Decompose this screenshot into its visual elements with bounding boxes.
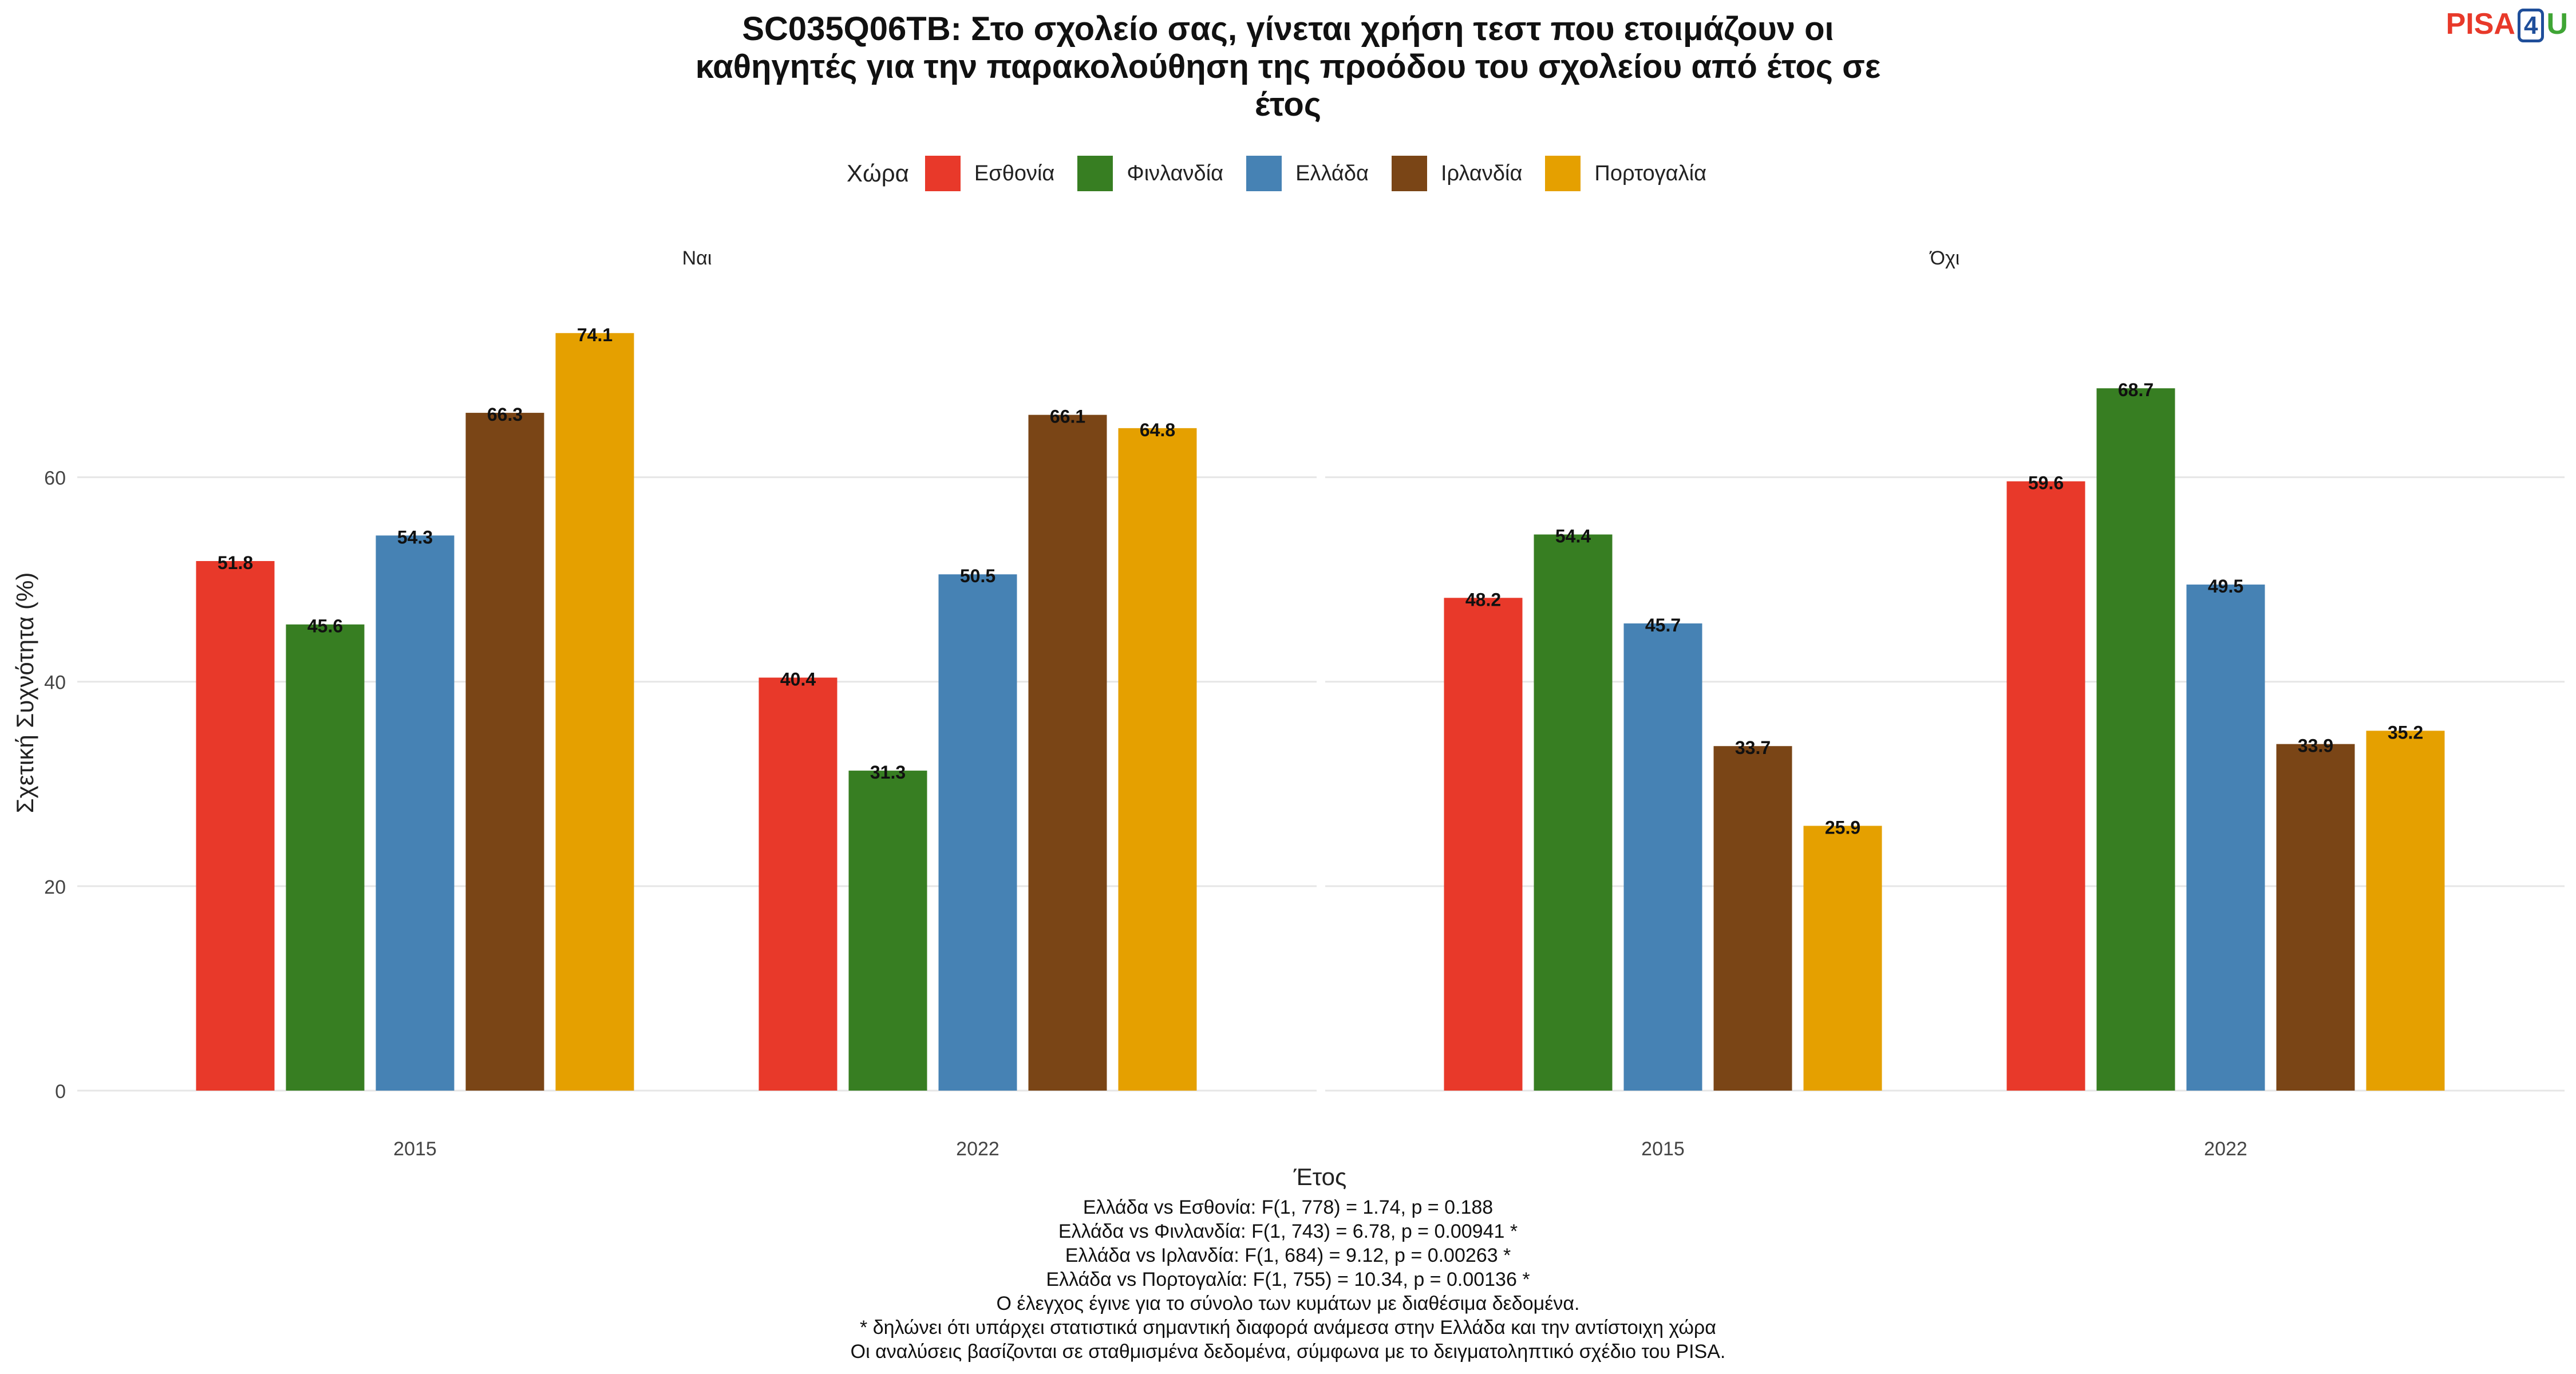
bar [1623, 623, 1702, 1091]
bar [196, 561, 275, 1091]
bar [1028, 414, 1107, 1091]
logo-text-4: 4 [2517, 9, 2545, 42]
bar [1118, 428, 1197, 1091]
bar [2276, 744, 2355, 1091]
caption-line: Οι αναλύσεις βασίζονται σε σταθμισμένα δ… [850, 1341, 1726, 1363]
legend-swatch-portugal [1545, 156, 1581, 191]
legend: Χώρα Εσθονία Φινλανδία Ελλάδα Ιρλανδία Π… [0, 156, 2576, 191]
data-label: 49.5 [2208, 576, 2243, 597]
x-axis-label: Έτος [1293, 1163, 1347, 1190]
legend-item-ireland: Ιρλανδία [1392, 156, 1522, 191]
legend-swatch-greece [1246, 156, 1282, 191]
y-tick-label: 0 [55, 1081, 66, 1103]
bar [2186, 585, 2265, 1091]
bar [2366, 731, 2445, 1091]
data-label: 59.6 [2028, 473, 2064, 493]
pisa4u-logo: PISA 4 U [2446, 7, 2568, 43]
data-label: 74.1 [577, 325, 613, 345]
data-label: 66.3 [487, 404, 523, 425]
y-tick-label: 20 [44, 876, 66, 898]
x-tick-label: 2015 [393, 1138, 437, 1160]
legend-label-portugal: Πορτογαλία [1594, 161, 1707, 185]
caption-line: Ελλάδα vs Εσθονία: F(1, 778) = 1.74, p =… [1082, 1197, 1494, 1218]
legend-item-estonia: Εσθονία [924, 156, 1055, 191]
x-tick-label: 2022 [956, 1138, 999, 1160]
caption-line: Ελλάδα vs Φινλανδία: F(1, 743) = 6.78, p… [1058, 1221, 1518, 1242]
bar [286, 624, 365, 1091]
bar [376, 535, 455, 1091]
legend-item-greece: Ελλάδα [1246, 156, 1369, 191]
legend-label-greece: Ελλάδα [1295, 161, 1369, 185]
x-tick-label: 2015 [1641, 1138, 1685, 1160]
data-label: 48.2 [1465, 589, 1501, 610]
data-label: 50.5 [960, 566, 995, 586]
caption: Ελλάδα vs Εσθονία: F(1, 778) = 1.74, p =… [0, 1195, 2576, 1364]
bar-chart: Σχετική Συχνότητα (%) Έτος 0 20 40 60 Ναι 51.… [11, 247, 2565, 1190]
logo-text-pisa: PISA [2445, 7, 2515, 41]
data-label: 25.9 [1825, 818, 1860, 838]
chart-title: SC035Q06TB: Στο σχολείο σας, γίνεται χρή… [0, 10, 2576, 124]
bar [1444, 598, 1523, 1091]
data-label: 45.7 [1645, 615, 1681, 635]
y-tick-label: 60 [44, 468, 66, 489]
bar [848, 771, 927, 1091]
caption-line: Ελλάδα vs Ιρλανδία: F(1, 684) = 9.12, p … [1065, 1245, 1511, 1266]
data-label: 33.9 [2298, 736, 2333, 756]
legend-swatch-finland [1077, 156, 1113, 191]
data-label: 64.8 [1140, 420, 1175, 440]
logo-text-u: U [2546, 7, 2568, 41]
title-line: SC035Q06TB: Στο σχολείο σας, γίνεται χρή… [742, 10, 1834, 48]
data-label: 68.7 [2118, 380, 2154, 400]
bar [938, 574, 1017, 1091]
panel-label: Ναι [682, 247, 712, 269]
bar [2096, 388, 2175, 1091]
title-line: καθηγητές για την παρακολούθηση της προό… [695, 48, 1881, 85]
legend-item-finland: Φινλανδία [1077, 156, 1223, 191]
legend-swatch-ireland [1392, 156, 1427, 191]
plot-area: 0 20 40 60 Ναι 51.8 45.6 54.3 66.3 74.1 2015 40.4 31… [44, 247, 2565, 1160]
legend-label-ireland: Ιρλανδία [1441, 161, 1523, 185]
title-line: έτος [1254, 86, 1322, 123]
legend-label-estonia: Εσθονία [974, 161, 1055, 185]
data-label: 31.3 [870, 762, 906, 783]
panel-label: Όχι [1929, 247, 1960, 269]
y-tick-label: 40 [44, 672, 66, 694]
bar [1534, 534, 1613, 1091]
data-label: 45.6 [307, 616, 343, 637]
caption-line: Ελλάδα vs Πορτογαλία: F(1, 755) = 10.34,… [1046, 1269, 1530, 1290]
bar [758, 677, 837, 1091]
caption-line: * δηλώνει ότι υπάρχει στατιστικά σημαντι… [860, 1317, 1716, 1339]
bar [1713, 746, 1792, 1091]
bar [1803, 826, 1882, 1091]
legend-swatch-estonia [924, 156, 961, 191]
y-axis-label: Σχετική Συχνότητα (%) [11, 572, 38, 814]
bar [555, 333, 634, 1091]
caption-line: Ο έλεγχος έγινε για το σύνολο των κυμάτω… [996, 1293, 1580, 1314]
data-label: 35.2 [2388, 722, 2423, 743]
legend-title: Χώρα [846, 160, 909, 187]
legend-item-portugal: Πορτογαλία [1545, 156, 1706, 191]
data-label: 33.7 [1735, 737, 1771, 758]
bar [2006, 481, 2085, 1091]
data-label: 54.4 [1555, 526, 1591, 547]
data-label: 54.3 [397, 527, 433, 547]
data-label: 66.1 [1050, 406, 1085, 427]
data-label: 51.8 [218, 552, 253, 573]
x-tick-label: 2022 [2204, 1138, 2247, 1160]
data-label: 40.4 [780, 669, 816, 690]
legend-label-finland: Φινλανδία [1127, 161, 1224, 185]
bar [465, 413, 544, 1091]
